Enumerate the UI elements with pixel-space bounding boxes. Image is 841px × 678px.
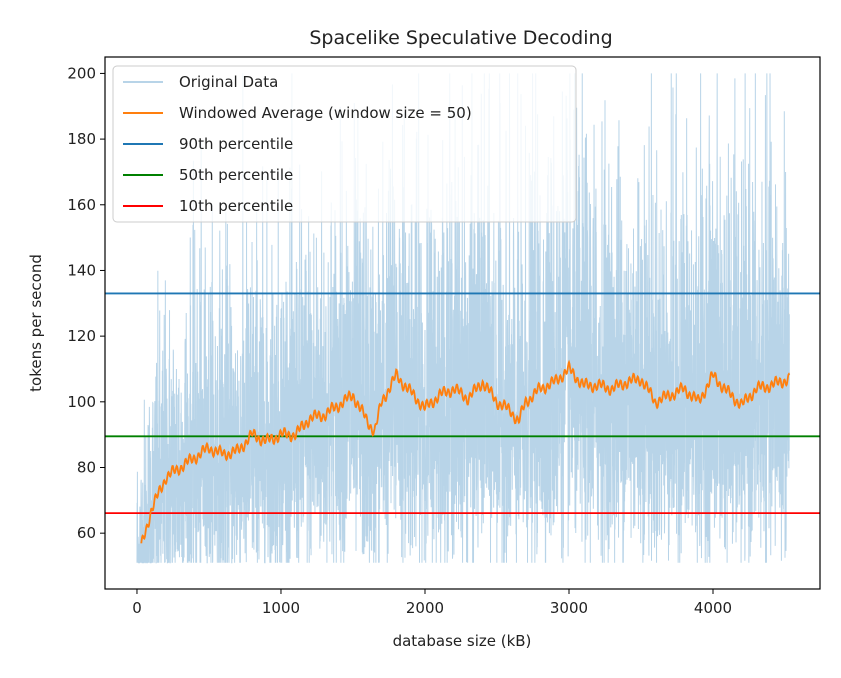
plot-area: [105, 73, 820, 564]
x-tick-label: 1000: [262, 599, 300, 617]
x-axis: 0 1000 2000 3000 4000: [132, 589, 732, 617]
chart-title: Spacelike Speculative Decoding: [309, 27, 612, 49]
x-axis-label: database size (kB): [393, 632, 532, 650]
x-tick-label: 4000: [694, 599, 732, 617]
legend-label: 10th percentile: [179, 197, 293, 215]
y-tick-label: 160: [67, 196, 96, 214]
y-tick-label: 60: [77, 524, 96, 542]
y-tick-label: 200: [67, 64, 96, 82]
legend: Original Data Windowed Average (window si…: [112, 65, 577, 223]
x-tick-label: 3000: [550, 599, 588, 617]
legend-label: 90th percentile: [179, 135, 293, 153]
original-data-line: [136, 73, 790, 564]
y-tick-label: 180: [67, 130, 96, 148]
legend-label: 50th percentile: [179, 166, 293, 184]
axes-frame: [104, 56, 821, 590]
y-tick-label: 100: [67, 393, 96, 411]
legend-label: Original Data: [179, 73, 278, 91]
legend-box: [112, 65, 577, 223]
windowed-average-line: [140, 359, 791, 544]
legend-label: Windowed Average (window size = 50): [179, 104, 472, 122]
y-tick-label: 80: [77, 458, 96, 476]
y-axis: 60 80 100 120 140 160 180 200: [67, 64, 105, 542]
y-axis-label: tokens per second: [27, 254, 45, 392]
y-tick-label: 120: [67, 327, 96, 345]
y-tick-label: 140: [67, 261, 96, 279]
x-tick-label: 0: [132, 599, 142, 617]
x-tick-label: 2000: [406, 599, 444, 617]
